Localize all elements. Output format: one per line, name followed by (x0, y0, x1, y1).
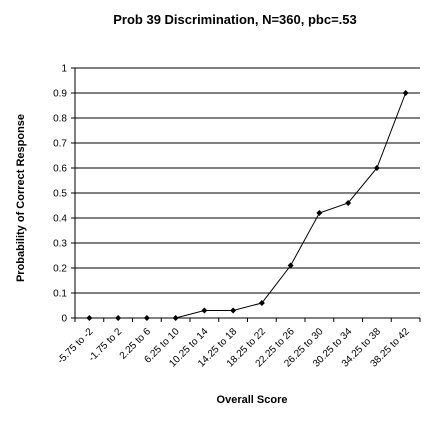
axes (71, 67, 421, 322)
data-point (258, 300, 265, 306)
data-point (172, 315, 179, 321)
x-axis-label: Overall Score (217, 394, 288, 406)
series (86, 90, 409, 321)
y-tick-label: 0.7 (53, 139, 67, 150)
x-tick-labels: -5.75 to -2-1.75 to 22.25 to 66.25 to 10… (55, 326, 412, 369)
grid-lines (75, 67, 420, 319)
y-tick-label: 0.9 (53, 89, 67, 100)
data-point (230, 307, 237, 314)
y-tick-label: 0 (61, 314, 67, 325)
y-tick-label: 1 (61, 64, 67, 75)
data-point (201, 307, 208, 314)
data-point (287, 262, 294, 269)
y-tick-label: 0.2 (53, 264, 67, 275)
data-point (345, 200, 352, 206)
data-point (143, 315, 150, 321)
series-line (89, 92, 407, 319)
y-tick-label: 0.5 (53, 189, 67, 200)
chart-title: Prob 39 Discrimination, N=360, pbc=.53 (113, 12, 356, 27)
y-axis-label: Probability of Correct Response (15, 114, 27, 282)
data-point (373, 165, 380, 171)
y-tick-label: 0.1 (53, 289, 67, 300)
data-point (316, 210, 323, 216)
y-tick-labels: 0 0.1 0.2 0.3 0.4 0.5 0.6 0.7 0.8 0.9 1 (53, 64, 67, 325)
y-tick-label: 0.3 (53, 239, 67, 250)
y-tick-label: 0.8 (53, 114, 67, 125)
data-point (86, 315, 93, 321)
y-tick-label: 0.6 (53, 164, 67, 175)
data-point (115, 315, 122, 321)
data-point (402, 90, 409, 96)
y-tick-label: 0.4 (53, 214, 67, 225)
